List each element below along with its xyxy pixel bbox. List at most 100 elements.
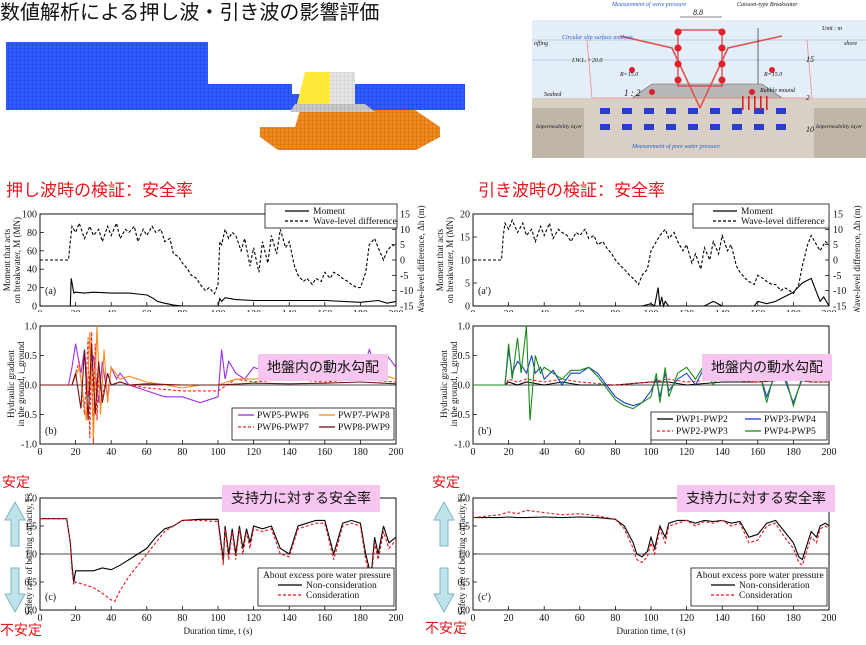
x-tick-label: 140 — [282, 447, 297, 458]
series-line — [473, 349, 830, 407]
panel-label: (c) — [45, 592, 56, 603]
series-line — [40, 518, 397, 603]
y-tick-label: 1.0 — [458, 322, 471, 333]
label-imp-right: Impermeability layer — [815, 124, 863, 130]
label-ten: 10 — [806, 125, 814, 134]
chart-moment-pull: 0 5 10 15 20 -15 -10 -5 0 5 10 15 0 20 40 60 80 100 120 140… — [435, 203, 862, 312]
y-tick-label: 1.0 — [25, 550, 38, 561]
chart-safety-push: 0.0 0.5 1.0 1.5 2.0 0 20 40 60 80 100 120 140 160 180 2… — [24, 492, 404, 636]
x-tick-label: 160 — [750, 309, 765, 312]
x-tick-label: 40 — [106, 613, 116, 624]
x-tick-label: 40 — [106, 309, 116, 312]
series-line — [40, 221, 397, 295]
x-tick-label: 180 — [353, 613, 368, 624]
x-axis-label: Duration time, t (s) — [617, 626, 686, 636]
x-tick-label: 0 — [38, 309, 43, 312]
y-axis-label: Moment that acts on breakwater, M (MN) — [435, 217, 455, 303]
y-tick-label: 20 — [460, 210, 470, 221]
x-tick-label: 140 — [715, 447, 730, 458]
bearing-caption-left: 支持力に対する安全率 — [222, 485, 380, 512]
legend-box — [231, 407, 395, 441]
y-tick-label: 1.0 — [25, 322, 38, 333]
label-seabed: Seabed — [544, 92, 562, 98]
y-axis-label: Safety rate of bearing capacity, Fs — [457, 492, 467, 615]
legend-entry: PWP8-PWP9 — [338, 423, 390, 433]
stability-arrow-icon-left — [4, 500, 26, 614]
legend-box — [692, 203, 830, 229]
legend-entry: PWP2-PWP3 — [676, 427, 728, 437]
x-tick-label: 180 — [786, 309, 801, 312]
x-tick-label: 100 — [211, 613, 226, 624]
series-line — [473, 378, 829, 386]
y2-tick-label: 5 — [833, 240, 838, 251]
x-tick-label: 80 — [610, 447, 620, 458]
y-axis-label: Hydraulic gradient in the ground, i_groun… — [439, 341, 459, 426]
x-tick-label: 120 — [679, 309, 694, 312]
panel-label: (b') — [478, 426, 491, 437]
y-tick-label: 40 — [27, 265, 37, 276]
x-axis-label: Duration time, t (s) — [184, 626, 253, 636]
x-tick-label: 100 — [644, 613, 659, 624]
x-tick-label: 120 — [246, 613, 261, 624]
x-tick-label: 140 — [715, 309, 730, 312]
x-tick-label: 60 — [142, 309, 152, 312]
x-tick-label: 0 — [471, 447, 476, 458]
svg-text:Wave-level difference, Δh (m): Wave-level difference, Δh (m) — [416, 205, 426, 312]
y2-axis-label: Wave-level difference, Δh (m) — [852, 205, 862, 312]
label-slope: 1 : 2 — [624, 88, 641, 98]
x-tick-label: 120 — [679, 613, 694, 624]
plot-frame — [472, 213, 830, 307]
series-line — [40, 331, 397, 445]
x-tick-label: 0 — [38, 447, 43, 458]
x-tick-label: 20 — [504, 613, 514, 624]
svg-text:in the ground, i_ground: in the ground, i_ground — [16, 341, 26, 426]
x-tick-label: 60 — [142, 447, 152, 458]
legend-entry: Non-consideration — [306, 581, 377, 591]
y2-tick-label: 15 — [833, 210, 843, 221]
legend-entry: Wave-level difference — [741, 216, 825, 227]
series-line — [40, 518, 397, 583]
numerical-model-image — [0, 32, 470, 150]
x-tick-label: 160 — [750, 613, 765, 624]
x-tick-label: 160 — [317, 613, 332, 624]
label-rubble: Rubble mound — [759, 88, 796, 94]
x-tick-label: 200 — [389, 309, 404, 312]
x-tick-label: 140 — [715, 613, 730, 624]
y-tick-label: -1.0 — [454, 440, 470, 451]
legend-entry: Consideration — [739, 591, 793, 601]
stability-arrow-icon-right — [433, 500, 455, 614]
y2-tick-label: -10 — [833, 286, 846, 297]
x-tick-label: 200 — [822, 613, 837, 624]
y2-axis-label: Wave-level difference, Δh (m) — [416, 205, 426, 312]
svg-text:Wave-level difference, Δh (m): Wave-level difference, Δh (m) — [852, 205, 862, 312]
breakwater-schematic: Measurement of wave pressure Caisson-typ… — [532, 0, 866, 158]
x-tick-label: 120 — [679, 447, 694, 458]
y-tick-label: 0.5 — [458, 351, 471, 362]
y-axis-label: Moment that acts on breakwater, M (MN) — [2, 217, 22, 303]
legend-box — [264, 203, 398, 229]
y2-tick-label: -10 — [400, 286, 413, 297]
x-tick-label: 40 — [106, 447, 116, 458]
series-line — [473, 277, 830, 309]
legend-box — [650, 411, 828, 441]
series-line — [473, 218, 830, 295]
unstable-label-right: 不安定 — [425, 621, 467, 637]
y-tick-label: 80 — [27, 228, 37, 239]
x-tick-label: 180 — [786, 613, 801, 624]
series-line — [473, 325, 830, 421]
y-tick-label: 0 — [32, 302, 37, 313]
panel-label: (a) — [45, 286, 56, 297]
x-tick-label: 100 — [211, 309, 226, 312]
legend-title: About excess pore water pressure — [696, 571, 824, 581]
x-tick-label: 20 — [504, 447, 514, 458]
panel-label: (b) — [45, 426, 57, 437]
legend-box — [690, 567, 828, 607]
x-tick-label: 180 — [353, 447, 368, 458]
svg-text:Hydraulic gradient: Hydraulic gradient — [439, 350, 449, 418]
legend-entry: Wave-level difference — [313, 216, 397, 227]
x-tick-label: 100 — [644, 447, 659, 458]
y-tick-label: 0.0 — [458, 606, 471, 617]
x-tick-label: 180 — [353, 309, 368, 312]
label-r-right: R=15.0 — [763, 72, 782, 78]
y2-tick-label: 0 — [833, 256, 838, 267]
